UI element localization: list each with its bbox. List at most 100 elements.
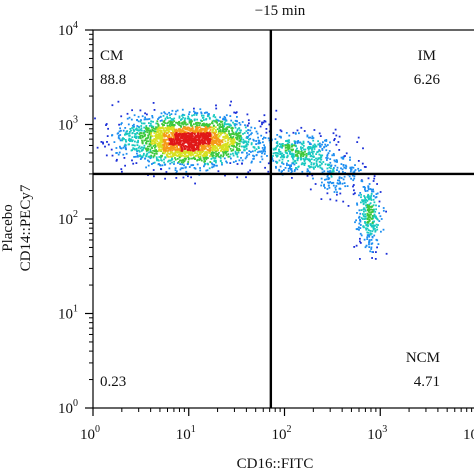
event-dot bbox=[271, 158, 274, 161]
event-dot bbox=[156, 128, 158, 131]
event-dot bbox=[276, 142, 279, 145]
event-dot bbox=[281, 161, 284, 164]
event-dot bbox=[149, 138, 152, 141]
event-dot bbox=[214, 116, 217, 119]
event-dot bbox=[162, 147, 165, 150]
event-dot bbox=[360, 201, 362, 204]
event-dot bbox=[326, 167, 329, 170]
event-dot bbox=[330, 175, 333, 178]
event-dot bbox=[135, 155, 137, 158]
event-dot bbox=[146, 140, 148, 143]
event-dot bbox=[221, 139, 223, 142]
event-dot bbox=[238, 134, 240, 137]
event-dot bbox=[159, 120, 162, 122]
event-dot bbox=[367, 209, 369, 211]
event-dot bbox=[133, 125, 135, 128]
event-dot bbox=[248, 134, 251, 137]
event-dot bbox=[385, 210, 387, 213]
event-dot bbox=[203, 132, 206, 135]
event-dot bbox=[232, 127, 234, 130]
event-dot bbox=[213, 148, 215, 151]
event-dot bbox=[117, 100, 120, 103]
event-dot bbox=[146, 118, 149, 121]
event-dot bbox=[223, 130, 226, 133]
event-dot bbox=[289, 150, 291, 153]
event-dot bbox=[263, 149, 266, 151]
event-dot bbox=[243, 140, 246, 143]
event-dot bbox=[278, 143, 281, 145]
event-dot bbox=[301, 143, 304, 146]
event-dot bbox=[313, 145, 316, 148]
event-dot bbox=[369, 250, 372, 253]
event-dot bbox=[135, 128, 137, 131]
event-dot bbox=[178, 148, 180, 150]
event-dot bbox=[366, 189, 369, 192]
event-dot bbox=[190, 121, 193, 124]
event-dot bbox=[326, 159, 328, 161]
event-dot bbox=[382, 207, 385, 209]
event-dot bbox=[174, 151, 177, 153]
event-dot bbox=[226, 123, 229, 126]
event-dot bbox=[176, 129, 179, 132]
event-dot bbox=[249, 129, 252, 132]
event-dot bbox=[205, 137, 208, 140]
event-dot bbox=[203, 136, 206, 139]
event-dot bbox=[321, 154, 324, 157]
event-dot bbox=[172, 155, 175, 157]
event-dot bbox=[241, 162, 243, 165]
event-dot bbox=[199, 130, 202, 133]
event-dot bbox=[229, 104, 232, 107]
event-dot bbox=[371, 235, 374, 238]
event-dot bbox=[189, 130, 192, 132]
event-dot bbox=[164, 127, 167, 129]
event-dot bbox=[288, 134, 291, 137]
event-dot bbox=[150, 132, 152, 135]
event-dot bbox=[207, 125, 210, 128]
event-dot bbox=[300, 156, 302, 159]
event-dot bbox=[250, 133, 252, 136]
event-dot bbox=[194, 182, 196, 185]
event-dot bbox=[303, 164, 306, 166]
event-dot bbox=[255, 154, 258, 156]
event-dot bbox=[332, 184, 335, 187]
event-dot bbox=[188, 111, 191, 113]
event-dot bbox=[170, 155, 173, 158]
event-dot bbox=[199, 133, 202, 135]
event-dot bbox=[217, 149, 220, 152]
event-dot bbox=[327, 163, 330, 166]
event-dot bbox=[292, 162, 295, 165]
event-dot bbox=[191, 114, 193, 117]
event-dot bbox=[191, 157, 194, 160]
event-dot bbox=[217, 143, 220, 146]
event-dot bbox=[180, 154, 182, 157]
event-dot bbox=[166, 116, 168, 118]
event-dot bbox=[154, 146, 156, 149]
event-dot bbox=[286, 162, 288, 165]
event-dot bbox=[364, 209, 367, 212]
event-dot bbox=[373, 220, 375, 223]
event-dot bbox=[300, 149, 303, 152]
event-dot bbox=[204, 156, 207, 158]
event-dot bbox=[173, 163, 175, 165]
event-dot bbox=[353, 189, 355, 192]
event-dot bbox=[328, 150, 331, 152]
event-dot bbox=[199, 122, 202, 125]
event-dot bbox=[213, 142, 215, 145]
event-dot bbox=[141, 146, 143, 149]
event-dot bbox=[196, 163, 199, 166]
event-dot bbox=[246, 132, 249, 134]
quadrant-ll-value: 0.23 bbox=[100, 374, 126, 390]
event-dot bbox=[363, 226, 365, 229]
event-dot bbox=[119, 134, 122, 136]
event-dot bbox=[183, 157, 186, 160]
event-dot bbox=[183, 136, 186, 139]
event-dot bbox=[370, 198, 372, 200]
event-dot bbox=[141, 155, 144, 158]
event-dot bbox=[139, 147, 142, 150]
event-dot bbox=[352, 166, 355, 169]
event-dot bbox=[162, 129, 165, 131]
event-dot bbox=[166, 129, 168, 132]
event-dot bbox=[246, 135, 248, 138]
event-dot bbox=[198, 136, 200, 139]
event-dot bbox=[354, 169, 357, 171]
